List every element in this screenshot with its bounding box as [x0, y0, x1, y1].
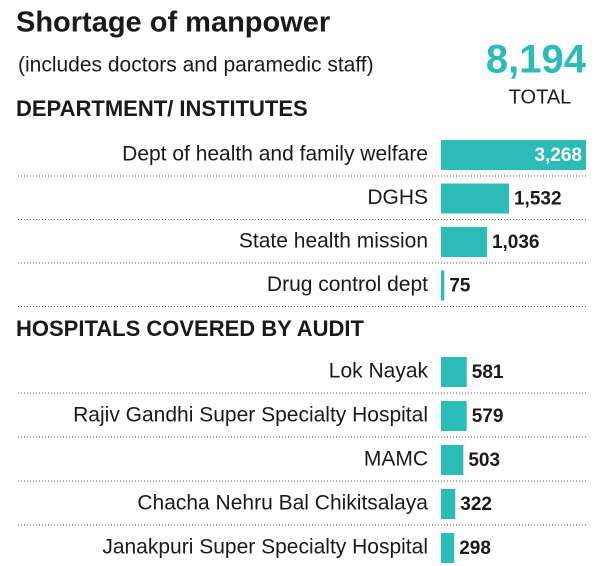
value-label: 1,036: [492, 232, 540, 253]
category-label: Janakpuri Super Specialty Hospital: [102, 536, 428, 559]
category-label: MAMC: [364, 448, 428, 471]
bar: [441, 183, 509, 214]
category-label: Chacha Nehru Bal Chikitsalaya: [137, 492, 428, 515]
total-value: 8,194: [486, 38, 587, 82]
category-label: Rajiv Gandhi Super Specialty Hospital: [73, 404, 428, 427]
value-label: 3,268: [534, 145, 582, 166]
value-label: 503: [468, 450, 500, 471]
chart-subtitle: (includes doctors and paramedic staff): [18, 54, 374, 77]
bar: [441, 401, 467, 431]
total-caption: TOTAL: [509, 86, 572, 108]
bar: [441, 533, 455, 563]
bar: [441, 357, 467, 387]
bar: [441, 270, 445, 301]
category-label: State health mission: [239, 230, 428, 253]
category-label: Lok Nayak: [329, 360, 429, 383]
category-label: DGHS: [367, 186, 428, 209]
value-label: 75: [449, 276, 471, 297]
bar: [441, 489, 456, 519]
value-label: 322: [460, 494, 492, 515]
category-label: Drug control dept: [267, 273, 428, 296]
bar: [441, 227, 487, 257]
bar: [441, 445, 464, 475]
category-label: Dept of health and family welfare: [122, 143, 428, 166]
value-label: 1,532: [514, 189, 562, 210]
chart-title: Shortage of manpower: [16, 7, 330, 39]
group-header: DEPARTMENT/ INSTITUTES: [16, 96, 308, 121]
group-header: HOSPITALS COVERED BY AUDIT: [16, 316, 365, 341]
value-label: 581: [472, 362, 504, 383]
bar: [441, 140, 586, 170]
value-label: 579: [472, 406, 504, 427]
value-label: 298: [459, 538, 491, 559]
